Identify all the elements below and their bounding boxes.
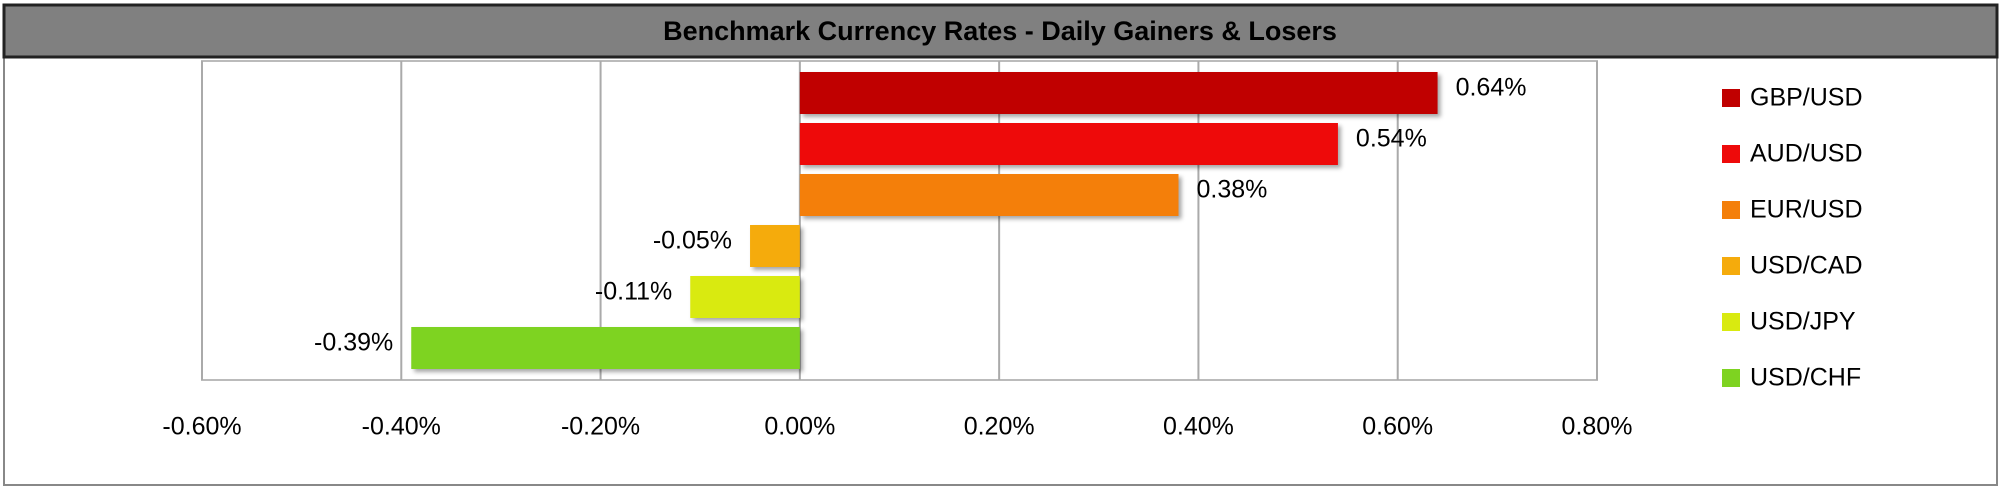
- data-label: 0.38%: [1197, 176, 1268, 204]
- x-tick-label: 0.20%: [964, 413, 1035, 441]
- chart-title: Benchmark Currency Rates - Daily Gainers…: [663, 16, 1337, 46]
- bar: [799, 123, 1338, 165]
- legend-label: USD/JPY: [1750, 308, 1856, 336]
- x-tick-label: -0.60%: [162, 413, 241, 441]
- bar: [799, 174, 1179, 216]
- bar: [750, 225, 800, 267]
- x-tick-label: 0.40%: [1163, 413, 1234, 441]
- data-label: 0.54%: [1356, 125, 1427, 153]
- legend-swatch: [1722, 369, 1740, 387]
- legend-label: USD/CAD: [1750, 252, 1863, 280]
- x-tick-label: -0.20%: [561, 413, 640, 441]
- legend-swatch: [1722, 257, 1740, 275]
- title-bar: [2, 3, 1999, 59]
- x-tick-label: 0.80%: [1562, 413, 1633, 441]
- data-label: 0.64%: [1456, 74, 1527, 102]
- legend-label: AUD/USD: [1750, 140, 1863, 168]
- data-label: -0.39%: [314, 329, 393, 357]
- legend-swatch: [1722, 201, 1740, 219]
- legend-label: EUR/USD: [1750, 196, 1863, 224]
- x-tick-label: 0.60%: [1362, 413, 1433, 441]
- legend-swatch: [1722, 89, 1740, 107]
- bar: [799, 72, 1438, 114]
- data-label: -0.11%: [595, 278, 672, 306]
- legend-label: GBP/USD: [1750, 84, 1863, 112]
- x-tick-label: -0.40%: [362, 413, 441, 441]
- legend-swatch: [1722, 313, 1740, 331]
- legend-swatch: [1722, 145, 1740, 163]
- data-label: -0.05%: [653, 227, 732, 255]
- bar: [411, 327, 800, 369]
- bar: [690, 276, 800, 318]
- legend-label: USD/CHF: [1750, 364, 1861, 392]
- x-tick-label: 0.00%: [764, 413, 835, 441]
